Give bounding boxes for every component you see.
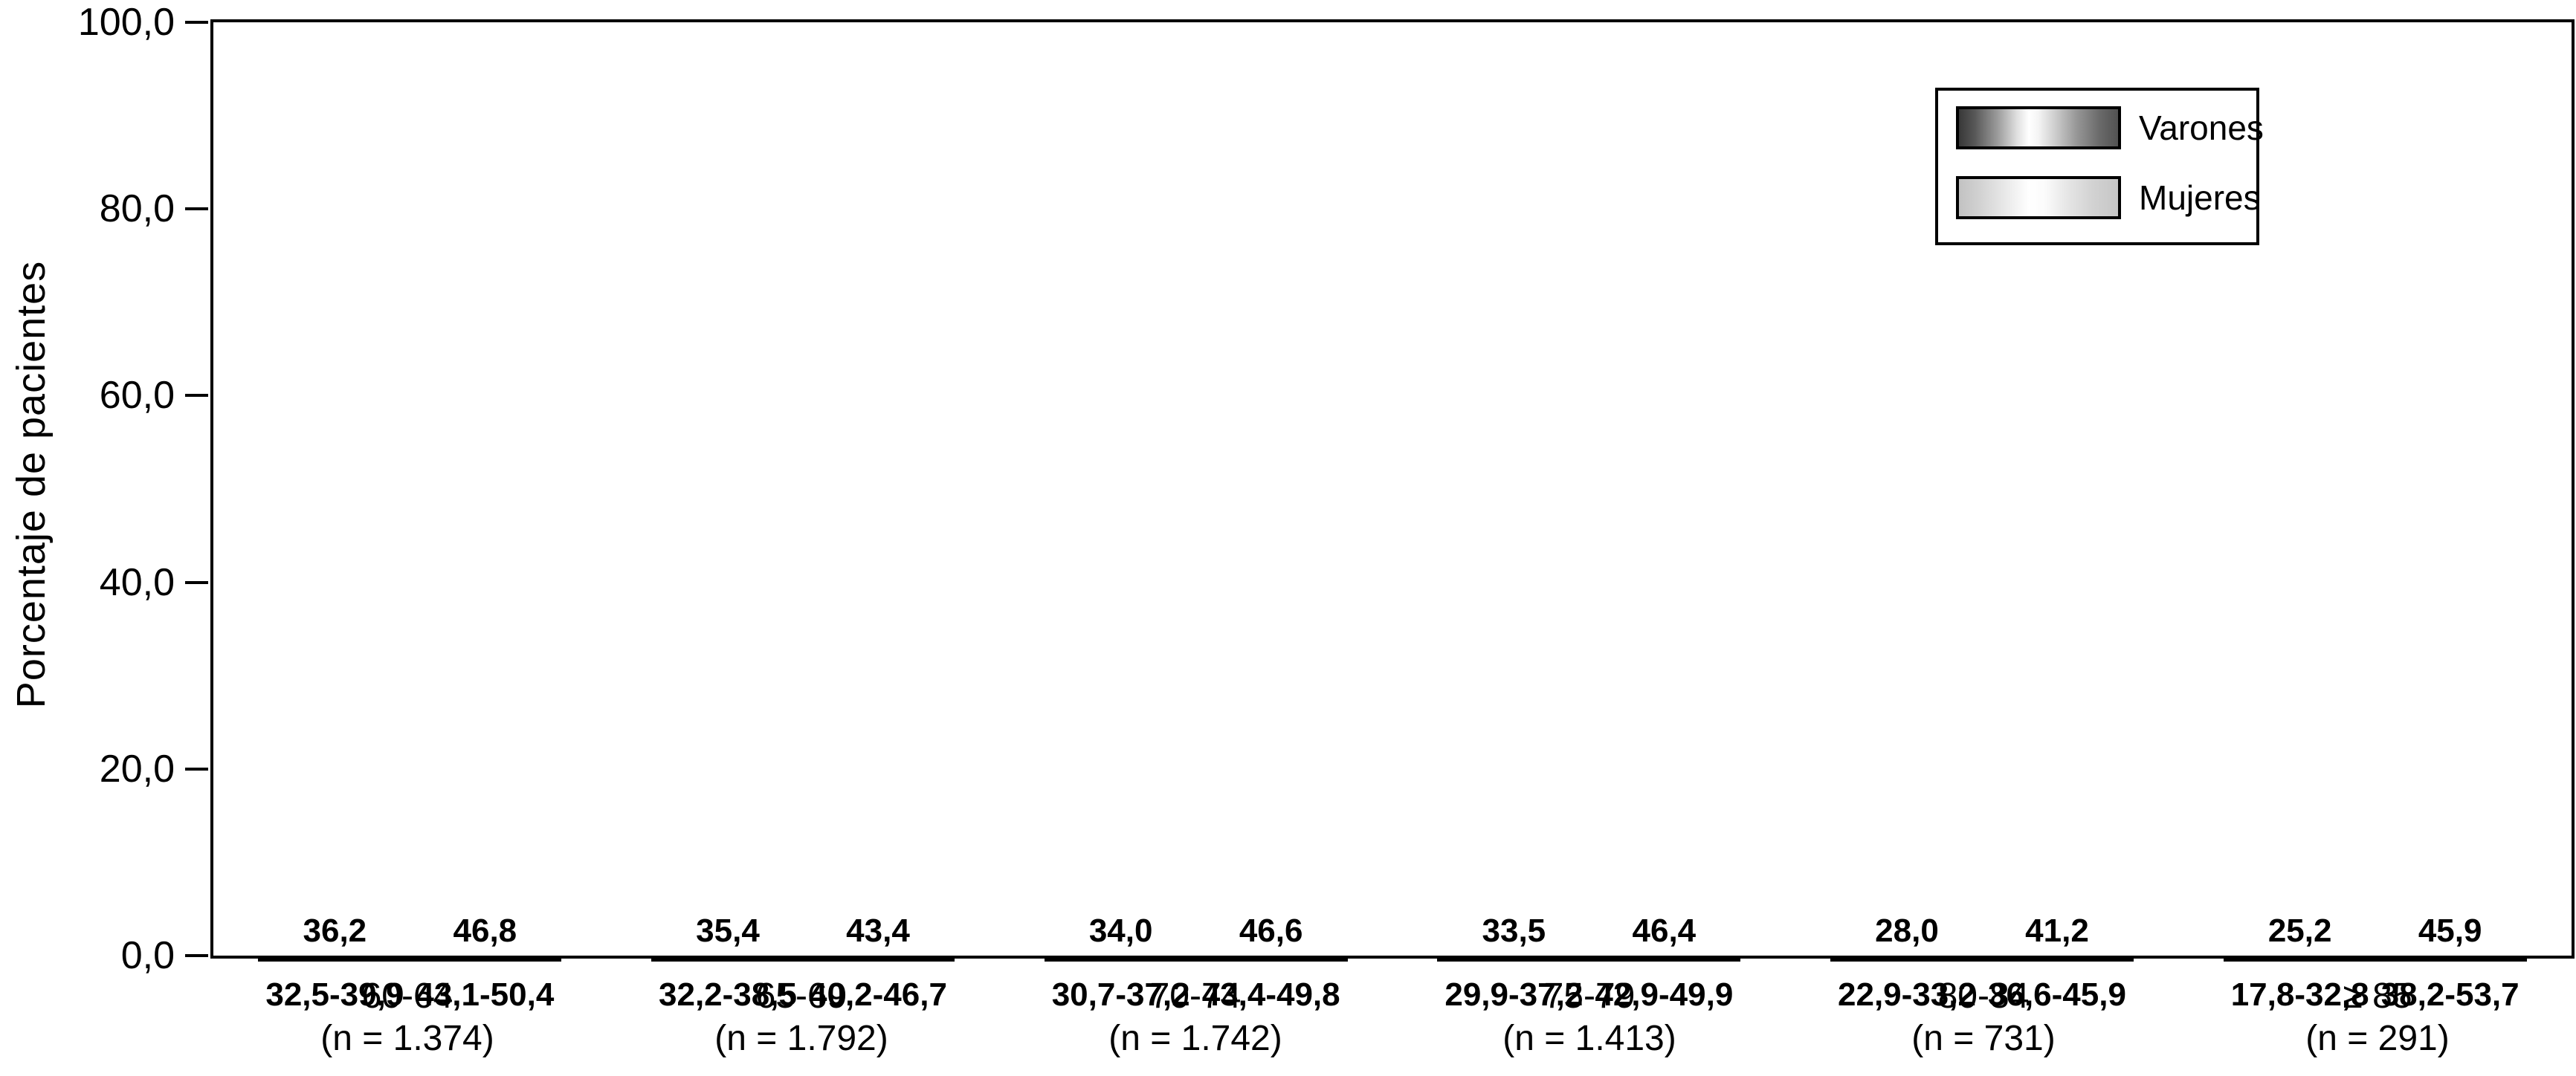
x-category-n: (n = 1.742) xyxy=(1108,1019,1282,1058)
legend-label-varones: Varones xyxy=(2139,108,2264,147)
y-tick xyxy=(185,580,208,584)
bar-ci-label: 43,1-50,4 xyxy=(416,976,555,1013)
bar-group: 34,0 30,7-37,2 46,6 43,4-49,8 xyxy=(999,22,1392,1013)
legend-item-varones: Varones xyxy=(1956,106,2264,149)
bar-fill xyxy=(258,956,412,962)
x-category: 75-79 (n = 1.413) xyxy=(1392,975,1786,1060)
x-category: 60-64 (n = 1.374) xyxy=(210,975,604,1060)
bar-ci-label: 43,4-49,8 xyxy=(1201,976,1340,1013)
bar-ci-label: 32,5-39,9 xyxy=(265,976,404,1013)
x-category-n: (n = 1.792) xyxy=(714,1019,888,1058)
bar-group: 35,4 32,2-38,5 43,4 40,2-46,7 xyxy=(607,22,1000,1013)
bar-value-label: 36,2 xyxy=(303,913,367,949)
y-tick-label: 0,0 xyxy=(120,934,175,977)
bar-ci-label: 36,6-45,9 xyxy=(1988,976,2126,1013)
bar-group: 25,2 17,8-32,8 45,9 38,2-53,7 xyxy=(2178,22,2572,1013)
x-category: 65-69 (n = 1.792) xyxy=(604,975,998,1060)
x-category-range: ≥ 85 xyxy=(2343,976,2412,1016)
x-category-n: (n = 731) xyxy=(1911,1019,2056,1058)
bar-fill xyxy=(1437,956,1591,962)
x-category: ≥ 85 (n = 291) xyxy=(2180,975,2575,1060)
bar-ci-label: 29,9-37,2 xyxy=(1444,976,1584,1013)
legend-item-mujeres: Mujeres xyxy=(1956,176,2261,219)
y-axis-title: Porcentaje de pacientes xyxy=(9,260,54,709)
bar-ci-label: 32,2-38,5 xyxy=(659,976,797,1013)
y-tick-label: 100,0 xyxy=(77,1,175,44)
bar-fill xyxy=(1194,956,1348,962)
x-category: 70-74 (n = 1.742) xyxy=(998,975,1392,1060)
y-tick-label: 20,0 xyxy=(99,747,175,791)
y-tick xyxy=(185,21,208,24)
y-tick-label: 60,0 xyxy=(99,374,175,418)
x-category-range: 60-64 xyxy=(361,976,453,1016)
bar-ci-label: 42,9-49,9 xyxy=(1595,976,1734,1013)
legend-swatch-mujeres xyxy=(1956,176,2121,219)
bar-ci-label: 30,7-37,2 xyxy=(1051,976,1190,1013)
bar-fill xyxy=(801,956,955,962)
bar-value-label: 43,4 xyxy=(846,913,910,949)
x-category-n: (n = 291) xyxy=(2305,1019,2450,1058)
bar-ci-label: 40,2-46,7 xyxy=(809,976,947,1013)
x-category-range: 80-84 xyxy=(1937,976,2030,1016)
bar-fill xyxy=(1044,956,1198,962)
x-category-n: (n = 1.413) xyxy=(1502,1019,1676,1058)
y-tick-label: 80,0 xyxy=(99,187,175,231)
bar-fill xyxy=(1830,956,1983,962)
bar-fill xyxy=(408,956,562,962)
bar-ci-label: 22,9-33,2 xyxy=(1838,976,1976,1013)
bar-value-label: 28,0 xyxy=(1875,913,1939,949)
bar-value-label: 46,6 xyxy=(1239,913,1303,949)
y-tick xyxy=(185,394,208,398)
bar-fill xyxy=(2223,956,2377,962)
x-category-n: (n = 1.374) xyxy=(320,1019,494,1058)
bar-group: 28,0 22,9-33,2 41,2 36,6-45,9 xyxy=(1786,22,2179,1013)
x-category: 80-84 (n = 731) xyxy=(1786,975,2180,1060)
bar-fill xyxy=(1980,956,2134,962)
bar-value-label: 34,0 xyxy=(1088,913,1153,949)
bar-ci-label: 17,8-32,8 xyxy=(2230,976,2369,1013)
bar-fill xyxy=(2373,956,2527,962)
legend: Varones Mujeres xyxy=(1935,88,2264,245)
legend-swatch-varones xyxy=(1956,106,2121,149)
bar-value-label: 33,5 xyxy=(1482,913,1546,949)
y-tick xyxy=(185,767,208,771)
bar-value-label: 46,4 xyxy=(1632,913,1697,949)
bar-value-label: 41,2 xyxy=(2025,913,2089,949)
bar-value-label: 25,2 xyxy=(2267,913,2332,949)
x-category-range: 70-74 xyxy=(1149,976,1242,1016)
bar-fill xyxy=(651,956,804,962)
y-tick xyxy=(185,207,208,211)
y-tick xyxy=(185,954,208,957)
bar-group: 36,2 32,5-39,9 46,8 43,1-50,4 xyxy=(213,22,607,1013)
bar-group: 33,5 29,9-37,2 46,4 42,9-49,9 xyxy=(1392,22,1786,1013)
y-tick-label: 40,0 xyxy=(99,560,175,604)
bar-value-label: 45,9 xyxy=(2418,913,2482,949)
bar-value-label: 35,4 xyxy=(696,913,760,949)
legend-label-mujeres: Mujeres xyxy=(2139,178,2261,217)
bar-value-label: 46,8 xyxy=(453,913,517,949)
bar-fill xyxy=(1587,956,1741,962)
x-category-range: 75-79 xyxy=(1543,976,1636,1016)
bar-ci-label: 38,2-53,7 xyxy=(2380,976,2519,1013)
x-category-range: 65-69 xyxy=(755,976,848,1016)
x-axis-labels: 60-64 (n = 1.374) 65-69 (n = 1.792) 70-74 (n … xyxy=(210,975,2575,1060)
